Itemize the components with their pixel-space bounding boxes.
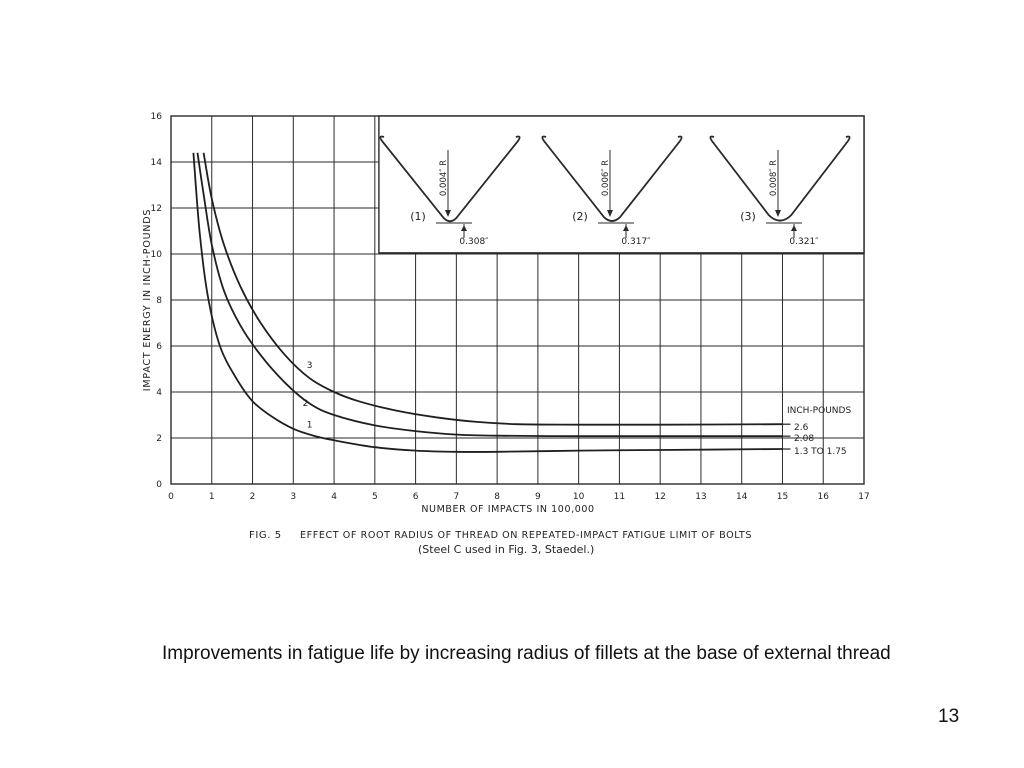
thread-profile-1: 0.004″ R 0.308″ (1) bbox=[379, 135, 521, 247]
thread-profile-outline-3 bbox=[709, 135, 851, 222]
radius-label-1: 0.004″ R bbox=[439, 160, 449, 196]
x-tick-label-8: 8 bbox=[494, 492, 500, 502]
series-label-2: 2 bbox=[303, 399, 309, 409]
y-tick-label-2: 2 bbox=[156, 434, 162, 444]
dimension-arrow-2 bbox=[623, 225, 629, 231]
thread-profile-inset: 0.004″ R 0.308″ (1) 0.006″ R 0.317″ (2) 0.008″… bbox=[378, 115, 865, 254]
endpoint-label-2: 2.08 bbox=[794, 434, 814, 444]
series-line-3 bbox=[202, 152, 783, 426]
thread-profile-2: 0.006″ R 0.317″ (2) bbox=[541, 135, 683, 247]
fatigue-chart: 0.004″ R 0.308″ (1) 0.006″ R 0.317″ (2) 0.008″… bbox=[142, 112, 870, 556]
x-tick-label-15: 15 bbox=[777, 492, 788, 502]
series-label-1: 1 bbox=[307, 421, 313, 431]
endpoint-label-1: 1.3 TO 1.75 bbox=[794, 447, 847, 457]
profile-label-2: (2) bbox=[572, 210, 588, 223]
x-tick-label-17: 17 bbox=[858, 492, 869, 502]
inset-frame bbox=[378, 115, 865, 254]
dimension-label-2: 0.317″ bbox=[621, 237, 651, 247]
x-tick-label-9: 9 bbox=[535, 492, 541, 502]
endpoint-label-3: 2.6 bbox=[794, 423, 809, 433]
thread-profile-outline-1 bbox=[379, 135, 521, 223]
figure-subtitle: (Steel C used in Fig. 3, Staedel.) bbox=[418, 543, 594, 556]
x-tick-label-2: 2 bbox=[250, 492, 256, 502]
y-tick-label-12: 12 bbox=[151, 204, 162, 214]
thread-profile-outline-2 bbox=[541, 135, 683, 222]
endpoint-legend-title: INCH-POUNDS bbox=[787, 406, 851, 416]
x-tick-label-11: 11 bbox=[614, 492, 625, 502]
x-tick-label-16: 16 bbox=[818, 492, 830, 502]
series-line-2 bbox=[196, 152, 783, 438]
y-tick-label-14: 14 bbox=[151, 158, 163, 168]
y-tick-label-16: 16 bbox=[151, 112, 163, 122]
x-axis-label: NUMBER OF IMPACTS IN 100,000 bbox=[421, 504, 594, 515]
y-tick-label-0: 0 bbox=[156, 480, 162, 490]
chart-curves: 1 2 3 bbox=[192, 152, 791, 453]
x-tick-label-6: 6 bbox=[413, 492, 419, 502]
dimension-label-3: 0.321″ bbox=[789, 237, 819, 247]
radius-arrow-2 bbox=[607, 210, 613, 217]
dimension-arrow-3 bbox=[791, 225, 797, 231]
x-tick-label-3: 3 bbox=[290, 492, 296, 502]
radius-arrow-3 bbox=[775, 210, 781, 217]
x-tick-label-0: 0 bbox=[168, 492, 174, 502]
radius-label-2: 0.006″ R bbox=[601, 160, 611, 196]
y-tick-label-4: 4 bbox=[156, 388, 162, 398]
y-axis-label: IMPACT ENERGY IN INCH-POUNDS bbox=[142, 209, 153, 391]
slide-body-text: Improvements in fatigue life by increasi… bbox=[162, 643, 891, 664]
slide-page-number: 13 bbox=[938, 706, 960, 727]
series-label-3: 3 bbox=[307, 361, 313, 371]
dimension-label-1: 0.308″ bbox=[459, 237, 489, 247]
radius-label-3: 0.008″ R bbox=[769, 160, 779, 196]
y-tick-label-8: 8 bbox=[156, 296, 162, 306]
y-tick-label-6: 6 bbox=[156, 342, 162, 352]
figure-number: FIG. 5 bbox=[249, 530, 282, 541]
profile-label-1: (1) bbox=[410, 210, 426, 223]
profile-label-3: (3) bbox=[740, 210, 756, 223]
series-line-1 bbox=[192, 152, 783, 453]
x-tick-label-4: 4 bbox=[331, 492, 337, 502]
x-tick-label-12: 12 bbox=[654, 492, 665, 502]
x-tick-label-14: 14 bbox=[736, 492, 748, 502]
radius-arrow-1 bbox=[445, 210, 451, 217]
x-tick-label-7: 7 bbox=[453, 492, 459, 502]
x-tick-label-5: 5 bbox=[372, 492, 378, 502]
x-tick-label-1: 1 bbox=[209, 492, 215, 502]
y-tick-label-10: 10 bbox=[151, 250, 163, 260]
x-tick-label-13: 13 bbox=[695, 492, 706, 502]
x-tick-label-10: 10 bbox=[573, 492, 585, 502]
thread-profile-3: 0.008″ R 0.321″ (3) bbox=[709, 135, 851, 247]
dimension-arrow-1 bbox=[461, 225, 467, 231]
figure-title: EFFECT OF ROOT RADIUS OF THREAD ON REPEA… bbox=[300, 530, 752, 541]
